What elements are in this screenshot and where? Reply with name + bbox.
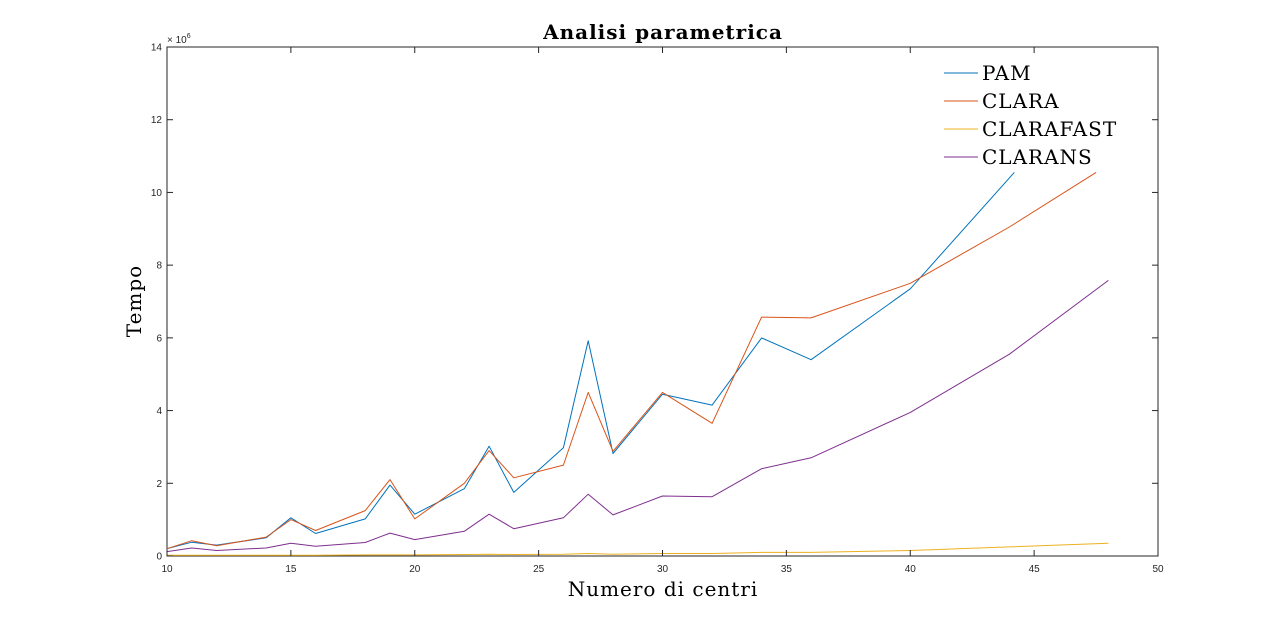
- legend-label-clara: CLARA: [982, 89, 1060, 113]
- y-axis-label: Tempo: [122, 265, 146, 337]
- plot-area: [166, 46, 1159, 557]
- series-layer: [166, 171, 1109, 556]
- y-axis-exponent-label: × 106: [167, 33, 191, 46]
- legend-label-pam: PAM: [982, 61, 1032, 85]
- y-axis-exponent-power: 6: [187, 33, 191, 40]
- x-tick-label: 50: [1152, 564, 1164, 575]
- y-axis: 0 2 4 6 8 10 12 14: [151, 43, 1158, 563]
- x-tick-label: 25: [533, 564, 545, 575]
- y-tick-label: 10: [151, 188, 163, 199]
- y-axis-exponent-base: × 10: [167, 35, 187, 46]
- y-tick-label: 14: [151, 43, 163, 54]
- x-tick-label: 45: [1029, 564, 1041, 575]
- y-tick-label: 12: [151, 115, 163, 126]
- x-axis: 10 15 20 25 30 35 40 45 50: [161, 47, 1164, 575]
- x-tick-label: 40: [905, 564, 917, 575]
- legend: PAM CLARA CLARAFAST CLARANS: [944, 61, 1117, 169]
- y-tick-label: 0: [156, 552, 162, 563]
- legend-label-clarans: CLARANS: [982, 145, 1093, 169]
- y-tick-label: 8: [156, 261, 162, 272]
- chart-title: Analisi parametrica: [542, 20, 783, 44]
- x-tick-label: 15: [285, 564, 297, 575]
- y-tick-label: 2: [156, 479, 162, 490]
- y-tick-label: 4: [156, 406, 162, 417]
- x-tick-label: 20: [409, 564, 421, 575]
- x-axis-label: Numero di centri: [568, 577, 759, 601]
- x-tick-label: 35: [781, 564, 793, 575]
- x-tick-label: 10: [161, 564, 173, 575]
- series-line-clarans: [166, 279, 1109, 553]
- x-tick-label: 30: [657, 564, 669, 575]
- y-tick-label: 6: [156, 333, 162, 344]
- series-line-clara: [166, 171, 1097, 550]
- series-line-clarafast: [167, 542, 1109, 556]
- legend-label-clarafast: CLARAFAST: [982, 117, 1117, 141]
